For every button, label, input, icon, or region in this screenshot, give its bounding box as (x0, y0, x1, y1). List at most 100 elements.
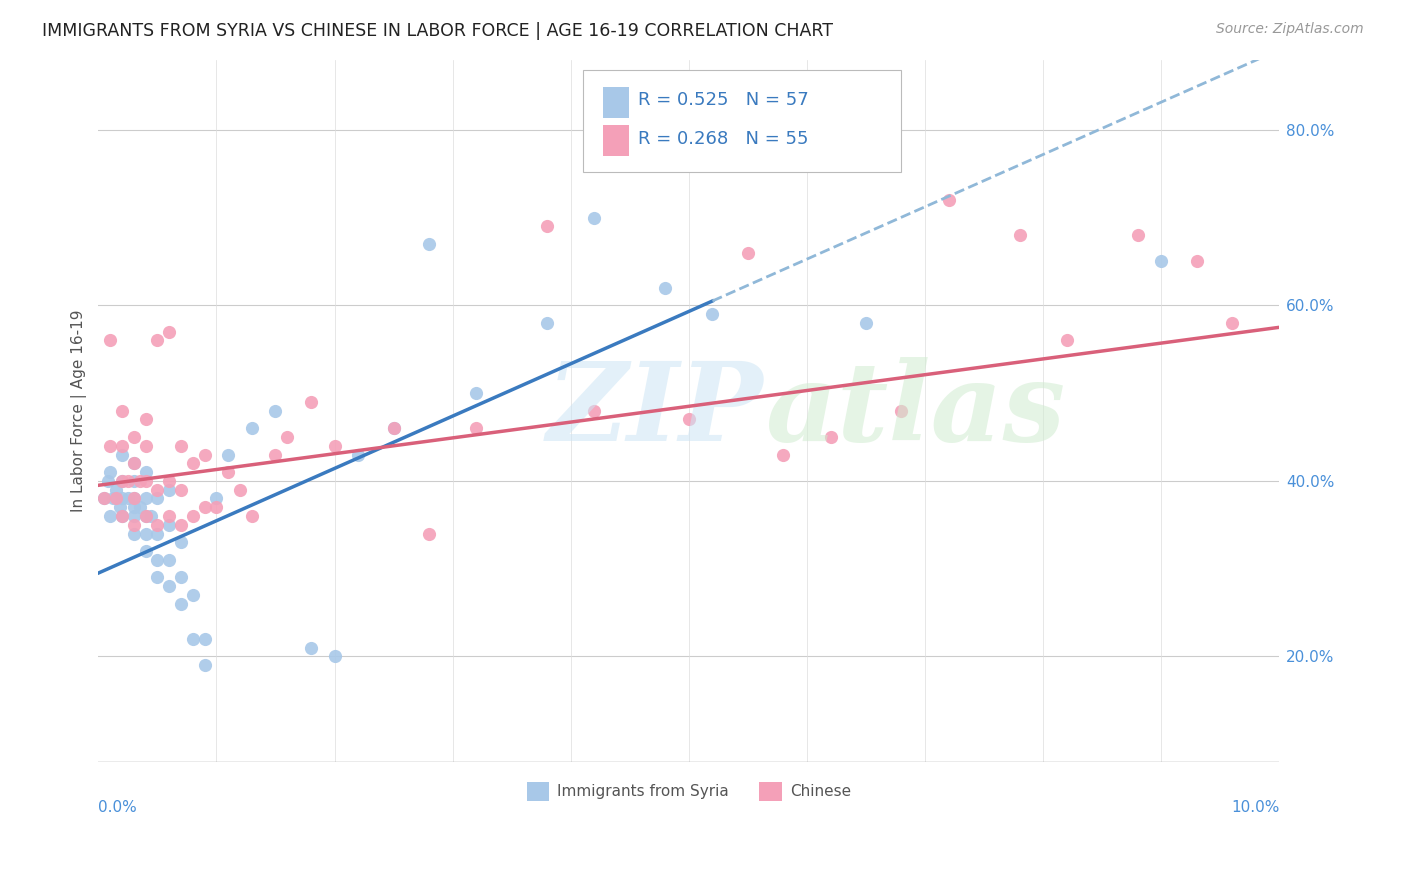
Point (181, 508, 204, 523)
Point (240, 508, 263, 523)
Point (678, 412, 700, 426)
Point (181, 632, 204, 646)
Point (157, 508, 180, 523)
Point (111, 439, 134, 453)
Point (890, 403, 912, 417)
Point (938, 193, 960, 207)
Point (1220, 316, 1243, 330)
Point (820, 430, 842, 444)
Point (146, 517, 169, 532)
Point (111, 474, 134, 488)
Point (146, 491, 169, 506)
Point (382, 421, 405, 435)
Point (1126, 228, 1149, 243)
Point (157, 474, 180, 488)
Point (122, 526, 145, 541)
Point (536, 219, 558, 234)
Point (264, 403, 287, 417)
Point (157, 517, 180, 532)
Point (111, 474, 134, 488)
Point (299, 640, 322, 655)
Point (654, 281, 676, 295)
Point (122, 517, 145, 532)
Point (181, 456, 204, 470)
Point (111, 508, 134, 523)
FancyBboxPatch shape (603, 87, 628, 118)
Point (170, 439, 193, 453)
Point (111, 448, 134, 462)
Point (105, 491, 128, 506)
Point (323, 439, 346, 453)
Point (122, 500, 145, 515)
Point (97, 474, 120, 488)
Point (583, 211, 606, 225)
Point (157, 483, 180, 497)
Point (194, 500, 217, 515)
Point (194, 448, 217, 462)
Point (146, 334, 169, 348)
Point (98, 334, 121, 348)
Point (418, 526, 440, 541)
Point (264, 448, 287, 462)
Point (122, 456, 145, 470)
Point (240, 421, 263, 435)
Point (146, 553, 169, 567)
Point (98, 465, 121, 479)
FancyBboxPatch shape (582, 70, 901, 172)
Point (111, 491, 134, 506)
Point (157, 579, 180, 593)
Point (170, 597, 193, 611)
Point (772, 448, 794, 462)
Point (347, 448, 370, 462)
Text: R = 0.268   N = 55: R = 0.268 N = 55 (638, 130, 808, 148)
Point (93, 491, 115, 506)
Point (157, 325, 180, 339)
Point (170, 570, 193, 584)
Point (536, 316, 558, 330)
Point (323, 649, 346, 664)
Point (135, 465, 157, 479)
Point (117, 474, 139, 488)
Point (194, 658, 217, 673)
Point (122, 430, 145, 444)
Point (135, 439, 157, 453)
Point (135, 544, 157, 558)
Point (93, 491, 115, 506)
Point (135, 508, 157, 523)
FancyBboxPatch shape (603, 125, 628, 156)
Point (108, 500, 131, 515)
Point (135, 474, 157, 488)
Point (122, 474, 145, 488)
Point (157, 553, 180, 567)
Point (737, 245, 759, 260)
Point (170, 535, 193, 549)
Point (1185, 254, 1208, 268)
Point (465, 386, 488, 401)
Point (122, 491, 145, 506)
Text: Source: ZipAtlas.com: Source: ZipAtlas.com (1216, 22, 1364, 37)
Point (122, 456, 145, 470)
Point (855, 316, 877, 330)
Point (105, 483, 128, 497)
Point (141, 508, 163, 523)
Point (796, 149, 818, 163)
Point (276, 430, 298, 444)
Point (299, 395, 322, 409)
Point (465, 421, 488, 435)
Text: atlas: atlas (766, 357, 1066, 465)
Point (146, 526, 169, 541)
Point (111, 508, 134, 523)
Point (98, 508, 121, 523)
Point (205, 500, 228, 515)
Text: 10.0%: 10.0% (1230, 800, 1279, 815)
Point (101, 491, 124, 506)
Point (128, 500, 150, 515)
Point (418, 236, 440, 251)
Point (146, 483, 169, 497)
Text: IMMIGRANTS FROM SYRIA VS CHINESE IN LABOR FORCE | AGE 16-19 CORRELATION CHART: IMMIGRANTS FROM SYRIA VS CHINESE IN LABO… (42, 22, 834, 40)
Text: R = 0.525   N = 57: R = 0.525 N = 57 (638, 91, 808, 109)
Point (111, 403, 134, 417)
Point (128, 474, 150, 488)
Point (181, 588, 204, 602)
Point (205, 491, 228, 506)
